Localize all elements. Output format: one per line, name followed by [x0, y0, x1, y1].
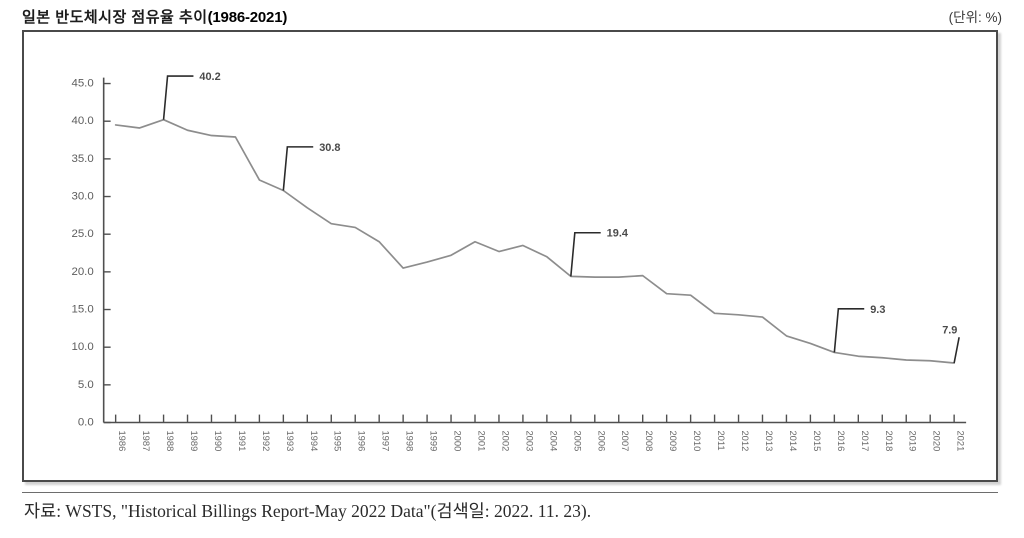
annotation-leader	[570, 231, 601, 277]
annotation-label: 19.4	[607, 228, 628, 240]
x-tick-label: 2021	[956, 430, 967, 451]
y-axis: 0.0 5.0 10.0 15.0 20.0 25.0 30.0 35.0 40.0 45.0	[71, 78, 111, 429]
x-tick-label: 2020	[932, 430, 943, 451]
x-tick-label: 2004	[548, 430, 559, 451]
x-tick-label: 2012	[740, 430, 751, 451]
annotation-label: 7.9	[942, 324, 957, 336]
x-tick-group	[114, 414, 955, 423]
annotation-label: 30.8	[319, 142, 340, 154]
annotation-label: 40.2	[199, 71, 220, 83]
x-tick-label: 1987	[141, 430, 152, 451]
x-tick-label: 2017	[860, 430, 871, 451]
y-tick-labels: 0.0 5.0 10.0 15.0 20.0 25.0 30.0 35.0 40.0 45.0	[71, 78, 93, 429]
x-tick-label: 1996	[357, 430, 368, 451]
y-tick-label: 45.0	[71, 78, 93, 90]
y-tick-label: 10.0	[71, 341, 93, 353]
x-tick-label: 2019	[908, 430, 919, 451]
y-tick-group	[103, 82, 111, 424]
x-tick-label: 2008	[644, 430, 655, 451]
x-tick-label: 2003	[524, 430, 535, 451]
x-tick-label: 1993	[285, 430, 296, 451]
x-tick-label: 1998	[405, 430, 416, 451]
x-tick-label: 1995	[333, 430, 344, 451]
page-title: 일본 반도체시장 점유율 추이 (1986-2021)	[22, 6, 287, 27]
data-label-group: 40.2 30.8 19.4 9.3 7.9	[162, 71, 960, 364]
x-tick-label: 2013	[764, 430, 775, 451]
y-tick-label: 20.0	[71, 266, 93, 278]
y-tick-label: 0.0	[78, 417, 94, 429]
x-axis: 1986 1987 1988 1989 1990 1991 1992 1993 1994 1995…	[103, 414, 967, 451]
annotation-leader	[162, 75, 194, 120]
chart-header: 일본 반도체시장 점유율 추이 (1986-2021) (단위: %)	[22, 6, 1002, 28]
source-note: 자료: WSTS, "Historical Billings Report-Ma…	[24, 501, 592, 521]
y-tick-label: 15.0	[71, 304, 93, 316]
x-tick-label: 2011	[716, 430, 727, 450]
unit-label: (단위: %)	[948, 10, 1002, 25]
y-tick-label: 5.0	[78, 379, 94, 391]
x-tick-label: 2006	[596, 430, 607, 451]
x-tick-labels: 1986 1987 1988 1989 1990 1991 1992 1993 1994 1995…	[117, 430, 967, 451]
annotation-leader	[833, 308, 865, 353]
x-tick-label: 2009	[668, 430, 679, 451]
x-tick-label: 1992	[261, 430, 272, 451]
y-tick-label: 30.0	[71, 191, 93, 203]
x-tick-label: 2002	[500, 430, 511, 451]
annotation-label: 9.3	[870, 304, 885, 316]
y-tick-label: 35.0	[71, 153, 93, 165]
x-tick-label: 2005	[572, 430, 583, 451]
x-tick-label: 1999	[429, 430, 440, 451]
data-series	[114, 118, 955, 364]
annotation-leader	[953, 337, 960, 364]
x-tick-label: 2016	[836, 430, 847, 451]
x-tick-label: 2010	[692, 430, 703, 451]
x-tick-label: 1997	[381, 430, 392, 451]
source-divider	[22, 492, 998, 493]
x-tick-label: 1990	[213, 430, 224, 451]
x-tick-label: 1986	[117, 430, 128, 451]
line-chart: 0.0 5.0 10.0 15.0 20.0 25.0 30.0 35.0 40.0 45.0 1…	[71, 71, 967, 451]
title-text: 일본 반도체시장 점유율 추이	[22, 9, 208, 26]
x-tick-label: 1989	[189, 430, 200, 451]
x-tick-label: 1988	[165, 430, 176, 451]
y-tick-label: 25.0	[71, 228, 93, 240]
x-tick-label: 1991	[237, 430, 248, 451]
series-line-japan-share	[114, 118, 955, 364]
x-tick-label: 2000	[453, 430, 464, 451]
x-tick-label: 2001	[476, 430, 487, 451]
chart-frame: 0.0 5.0 10.0 15.0 20.0 25.0 30.0 35.0 40.0 45.0 1…	[22, 30, 998, 482]
x-tick-label: 2007	[620, 430, 631, 451]
annotation-leader	[282, 146, 314, 191]
title-year-range: (1986-2021)	[207, 9, 288, 26]
x-tick-label: 2014	[788, 430, 799, 451]
x-tick-label: 1994	[309, 430, 320, 451]
y-tick-label: 40.0	[71, 115, 93, 127]
x-tick-label: 2018	[884, 430, 895, 451]
x-tick-label: 2015	[812, 430, 823, 451]
